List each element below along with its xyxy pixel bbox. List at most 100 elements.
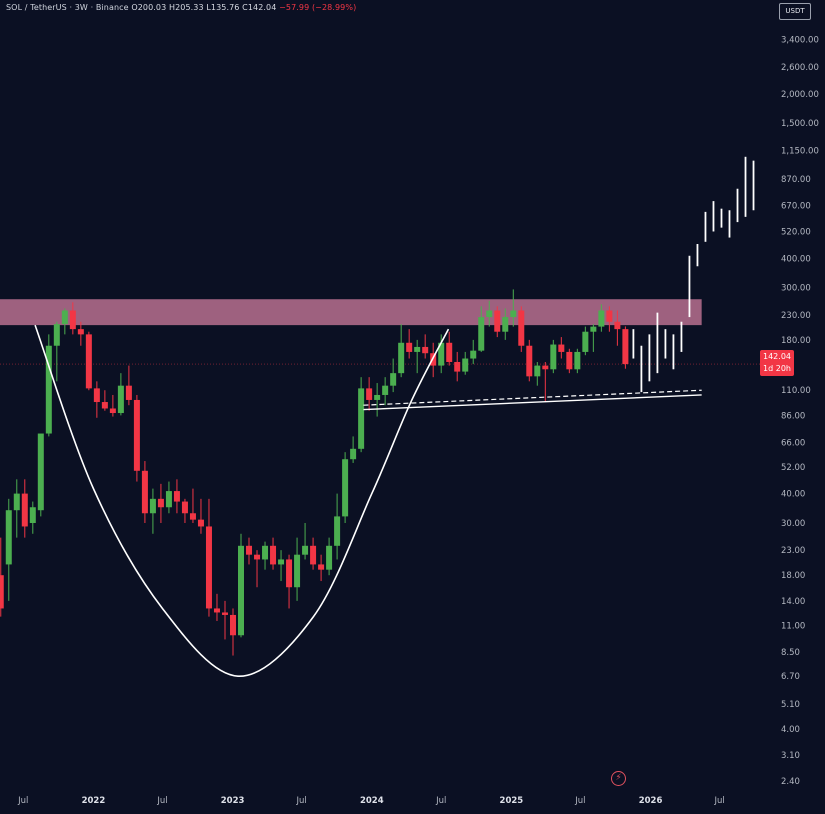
candle-body <box>270 545 277 565</box>
y-tick-label: 8.50 <box>781 648 800 658</box>
candle-body <box>550 344 557 370</box>
low-value: L135.76 <box>206 3 240 12</box>
candle-body <box>374 394 381 400</box>
candle-body <box>614 321 621 330</box>
candle-body <box>318 564 325 570</box>
candle-body <box>622 329 629 365</box>
candle-body <box>13 493 20 511</box>
y-tick-label: 670.00 <box>781 202 811 212</box>
y-tick-label: 2,600.00 <box>781 63 819 73</box>
support-line <box>363 394 702 411</box>
y-tick-label: 66.00 <box>781 438 805 448</box>
candle-body <box>117 385 124 414</box>
candle-body <box>165 491 172 508</box>
candle-body <box>101 402 108 409</box>
candle-body <box>494 310 501 332</box>
candle-body <box>278 559 285 565</box>
y-tick-label: 230.00 <box>781 311 811 321</box>
x-tick-label: 2024 <box>360 796 384 806</box>
candle-body <box>598 310 605 327</box>
candle-body <box>173 491 180 502</box>
candle-body <box>350 448 357 460</box>
lightning-icon[interactable]: ⚡ <box>611 771 626 786</box>
resistance-zone <box>0 299 702 326</box>
candle-body <box>422 346 429 354</box>
candle-body <box>358 388 365 449</box>
y-tick-label: 3.10 <box>781 751 800 761</box>
candle-body <box>566 351 573 370</box>
candle-body <box>454 361 461 372</box>
x-tick-label: Jul <box>156 796 167 806</box>
y-tick-label: 870.00 <box>781 175 811 185</box>
y-tick-label: 86.00 <box>781 411 805 421</box>
candle-body <box>406 342 413 352</box>
candle-body <box>558 344 565 352</box>
candle-body <box>382 385 389 395</box>
candle-body <box>21 493 28 527</box>
candle-body <box>286 559 293 588</box>
candle-body <box>310 545 317 565</box>
support-dashed-line <box>363 389 702 406</box>
open-value: O200.03 <box>131 3 167 12</box>
y-tick-label: 11.00 <box>781 622 805 632</box>
candle-body <box>77 329 84 335</box>
candle-body <box>221 612 228 615</box>
candle-body <box>149 498 156 514</box>
candle-body <box>141 470 148 514</box>
y-tick-label: 180.00 <box>781 336 811 346</box>
candle-body <box>157 498 164 508</box>
y-tick-label: 400.00 <box>781 254 811 264</box>
last-price-tag: 142.04 1d 20h <box>760 350 794 376</box>
candle-body <box>262 545 269 560</box>
y-tick-label: 5.10 <box>781 700 800 710</box>
bar-countdown: 1d 20h <box>763 364 791 373</box>
candle-body <box>53 324 60 346</box>
y-tick-label: 300.00 <box>781 284 811 294</box>
candle-body <box>181 501 188 514</box>
symbol-label: SOL / TetherUS · 3W · Binance <box>6 3 129 12</box>
x-tick-label: Jul <box>296 796 307 806</box>
candle-body <box>334 516 341 546</box>
candle-body <box>542 365 549 370</box>
currency-unit-button[interactable]: USDT <box>779 3 811 20</box>
candle-body <box>470 350 477 359</box>
x-tick-label: Jul <box>17 796 28 806</box>
y-tick-label: 14.00 <box>781 597 805 607</box>
candle-body <box>526 345 533 377</box>
candle-body <box>294 554 301 588</box>
candle-body <box>5 510 12 565</box>
y-tick-label: 3,400.00 <box>781 36 819 46</box>
candle-body <box>197 519 204 527</box>
candle-body <box>85 334 92 389</box>
candle-body <box>590 326 597 332</box>
y-tick-label: 1,150.00 <box>781 146 819 156</box>
x-tick-label: 2025 <box>500 796 524 806</box>
candle-body <box>61 310 68 325</box>
y-tick-label: 30.00 <box>781 519 805 529</box>
candle-body <box>246 545 253 555</box>
candle-body <box>446 342 453 362</box>
candle-body <box>478 317 485 351</box>
candle-body <box>0 575 4 609</box>
high-value: H205.33 <box>168 3 204 12</box>
y-tick-label: 4.00 <box>781 725 800 735</box>
candle-body <box>133 399 140 471</box>
candle-body <box>486 310 493 318</box>
y-tick-label: 18.00 <box>781 571 805 581</box>
symbol-legend[interactable]: SOL / TetherUS · 3W · Binance O200.03 H2… <box>6 3 356 12</box>
candle-body <box>69 310 76 330</box>
candle-body <box>213 608 220 613</box>
candle-body <box>93 388 100 403</box>
candle-body <box>342 459 349 517</box>
candle-body <box>582 331 589 352</box>
candle-body <box>109 408 116 414</box>
candle-body <box>462 358 469 372</box>
candle-body <box>502 317 509 332</box>
candle-body <box>37 433 44 511</box>
candle-body <box>438 342 445 366</box>
candle-body <box>125 385 132 400</box>
candle-body <box>390 373 397 386</box>
candle-body <box>189 513 196 520</box>
